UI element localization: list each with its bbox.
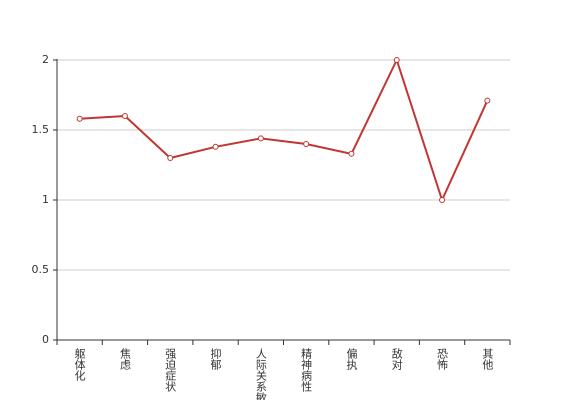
x-tick-label: 偏执 xyxy=(345,347,358,371)
line xyxy=(79,57,489,203)
point xyxy=(212,143,219,150)
point xyxy=(393,57,400,63)
x-tick-label: 敌对 xyxy=(390,347,403,370)
point xyxy=(303,141,310,147)
x-tick-label: 抑郁 xyxy=(209,347,222,370)
point xyxy=(257,135,264,142)
x-tick-label: 人际关系敏感 xyxy=(254,348,267,400)
y-tick-label: 2 xyxy=(42,53,49,66)
point xyxy=(348,150,355,157)
point xyxy=(167,155,174,161)
y-tick-label: 0.5 xyxy=(32,263,50,276)
point xyxy=(484,97,491,104)
y-tick-label: 1 xyxy=(42,193,49,206)
point xyxy=(121,113,128,119)
y-tick-label: 0 xyxy=(42,333,49,346)
x-tick-label: 强迫症状 xyxy=(164,348,177,392)
x-tick-label: 其他 xyxy=(481,348,494,370)
y-tick-label: 1.5 xyxy=(32,123,50,136)
x-tick-label: 精神病性 xyxy=(300,348,313,393)
x-tick-label: 躯体化 xyxy=(73,348,86,382)
point xyxy=(439,197,446,203)
point xyxy=(76,115,83,122)
x-tick-label: 恐怖 xyxy=(436,348,449,370)
x-tick-label: 焦虑 xyxy=(118,348,131,370)
